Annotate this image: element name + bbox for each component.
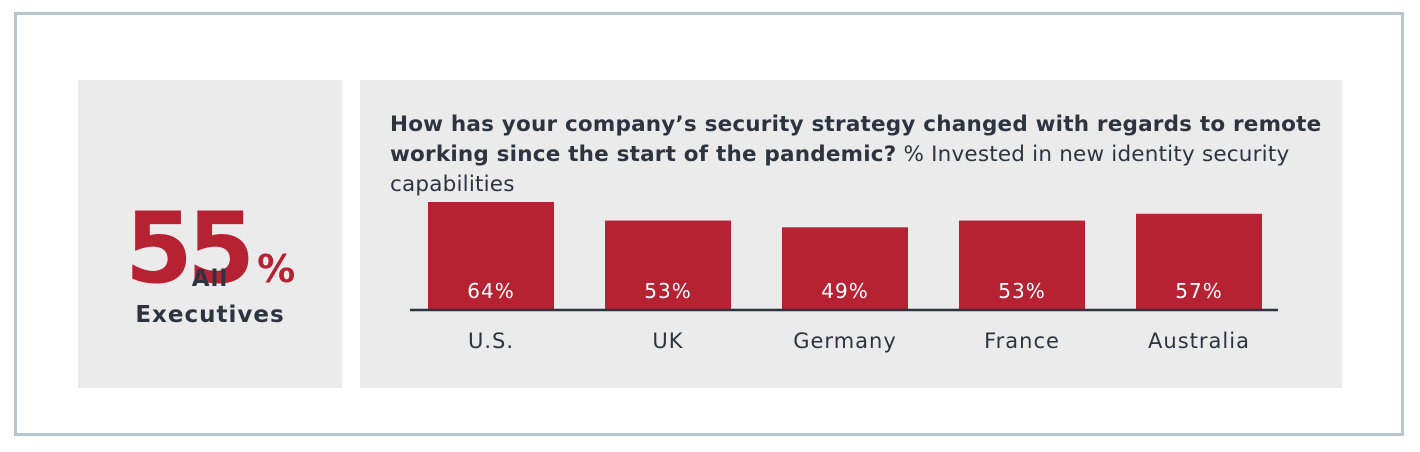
category-label-germany: Germany: [793, 329, 897, 353]
question-subtitle-text: % Invested in new identity security capa…: [390, 142, 1290, 197]
summary-label-line1: All: [191, 266, 229, 292]
category-label-australia: Australia: [1148, 329, 1250, 353]
bar-value-label-germany: 49%: [821, 279, 868, 303]
bar-uk: [605, 220, 731, 310]
chart-question: How has your company’s security strategy…: [390, 110, 1330, 200]
bar-france: [959, 220, 1085, 310]
bar-value-label-australia: 57%: [1175, 279, 1222, 303]
summary-label-line2: Executives: [135, 302, 285, 328]
summary-stat: 55%: [78, 200, 342, 298]
summary-value: 55: [124, 192, 255, 306]
category-label-u-s: U.S.: [468, 329, 514, 353]
bar-germany: [782, 227, 908, 310]
bar-u-s: [428, 202, 554, 310]
question-bold-text: How has your company’s security strategy…: [390, 112, 1322, 167]
summary-panel: 55% All Executives: [78, 80, 342, 388]
summary-percent-sign: %: [257, 247, 296, 291]
category-label-uk: UK: [652, 329, 683, 353]
bar-value-label-uk: 53%: [644, 279, 691, 303]
bar-value-label-france: 53%: [998, 279, 1045, 303]
bar-chart: 64% 53% 49% 53% 57% U.S. UK Germany France Austr…: [410, 202, 1278, 353]
category-label-france: France: [984, 329, 1060, 353]
labels-layer: U.S. UK Germany France Australia: [468, 329, 1250, 353]
bars-layer: 64% 53% 49% 53% 57%: [428, 202, 1262, 310]
bar-value-label-u-s: 64%: [467, 279, 514, 303]
bar-australia: [1136, 213, 1262, 310]
